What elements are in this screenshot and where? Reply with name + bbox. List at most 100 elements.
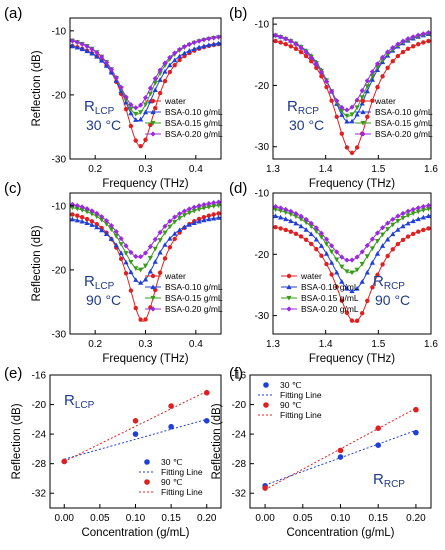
data-point	[415, 205, 421, 211]
data-point	[416, 41, 421, 47]
data-point	[293, 231, 299, 237]
data-point	[318, 230, 325, 236]
legend-label: Fitting Line	[280, 410, 322, 420]
x-tick-label: 0.4	[189, 339, 203, 350]
data-point	[203, 418, 210, 424]
data-point	[400, 210, 406, 217]
data-point	[162, 230, 168, 236]
x-tick-label: 0.05	[90, 513, 110, 524]
data-point	[278, 205, 284, 211]
data-point	[420, 203, 426, 210]
legend-marker	[150, 131, 156, 137]
data-point	[191, 208, 197, 214]
data-point	[344, 113, 350, 119]
data-point	[138, 267, 144, 273]
data-point	[94, 210, 100, 217]
data-point	[278, 34, 284, 40]
data-point	[385, 253, 390, 259]
data-point	[70, 43, 76, 49]
data-point	[196, 38, 202, 44]
data-point	[400, 237, 406, 243]
data-point	[380, 262, 385, 267]
data-point	[329, 88, 335, 94]
data-point	[420, 214, 426, 220]
data-point	[319, 74, 324, 79]
y-tick-label: -20	[32, 400, 47, 411]
annotation-main: R	[84, 273, 95, 290]
legend-marker	[144, 459, 150, 465]
legend-marker	[150, 120, 156, 126]
data-point	[157, 270, 163, 275]
y-tick-label: -30	[255, 311, 270, 322]
data-point	[405, 234, 411, 239]
data-point	[359, 88, 365, 94]
data-point	[334, 284, 339, 290]
data-point	[364, 78, 370, 84]
data-point	[84, 216, 90, 222]
data-point	[379, 225, 386, 231]
data-point	[379, 232, 386, 238]
data-point	[339, 279, 345, 284]
data-point	[79, 46, 85, 52]
plot-area	[273, 202, 431, 323]
data-point	[364, 84, 370, 89]
annotation-sub: RCP	[384, 479, 405, 490]
annotation-polarization: RLCP	[84, 273, 115, 292]
y-tick-label: -30	[52, 155, 67, 166]
data-point	[380, 74, 385, 79]
data-point	[162, 60, 168, 66]
x-tick-label: 0.00	[55, 513, 75, 524]
data-point	[186, 222, 192, 227]
data-point	[176, 53, 183, 59]
data-point	[181, 208, 188, 214]
data-point	[288, 229, 294, 234]
annotation-sub: RCP	[298, 106, 319, 117]
data-point	[359, 249, 365, 255]
y-axis-label: Reflection (dB)	[31, 50, 43, 126]
data-point	[79, 218, 85, 224]
data-point	[324, 261, 329, 267]
data-point	[426, 226, 431, 231]
data-point	[349, 270, 355, 276]
data-point	[354, 254, 360, 260]
data-point	[147, 85, 153, 91]
data-point	[298, 213, 304, 219]
data-point	[420, 208, 426, 213]
legend-label: BSA-0.20 g/mL	[375, 129, 433, 139]
data-point	[153, 105, 158, 111]
data-point	[395, 213, 401, 219]
x-tick-label: 0.00	[255, 513, 275, 524]
data-point	[293, 210, 299, 217]
data-point	[84, 48, 90, 54]
legend-label: water	[164, 271, 186, 281]
x-tick-label: 0.4	[189, 164, 203, 175]
data-point	[168, 403, 174, 409]
data-point	[177, 57, 182, 63]
data-point	[385, 220, 391, 226]
plot-area	[273, 30, 431, 156]
data-point	[181, 213, 188, 218]
data-point	[118, 242, 124, 247]
x-tick-label: 1.6	[424, 164, 438, 175]
annotation-sub: RCP	[384, 281, 405, 292]
data-point	[157, 249, 163, 255]
data-point	[413, 429, 419, 436]
data-point	[162, 256, 168, 261]
data-point	[308, 55, 314, 61]
data-point	[313, 61, 319, 67]
data-point	[298, 223, 304, 229]
data-point	[410, 206, 416, 213]
data-point	[303, 49, 309, 55]
data-point	[288, 212, 294, 217]
data-point	[128, 102, 134, 108]
data-point	[318, 243, 325, 248]
annotation-sub: LCP	[75, 400, 95, 411]
data-point	[400, 215, 406, 221]
y-tick-label: -30	[255, 142, 270, 153]
y-axis-label: Reflection (dB)	[11, 403, 23, 479]
data-point	[278, 208, 284, 214]
data-point	[283, 227, 288, 233]
x-tick-label: 1.5	[371, 164, 385, 175]
data-point	[79, 204, 85, 210]
data-point	[344, 257, 350, 263]
